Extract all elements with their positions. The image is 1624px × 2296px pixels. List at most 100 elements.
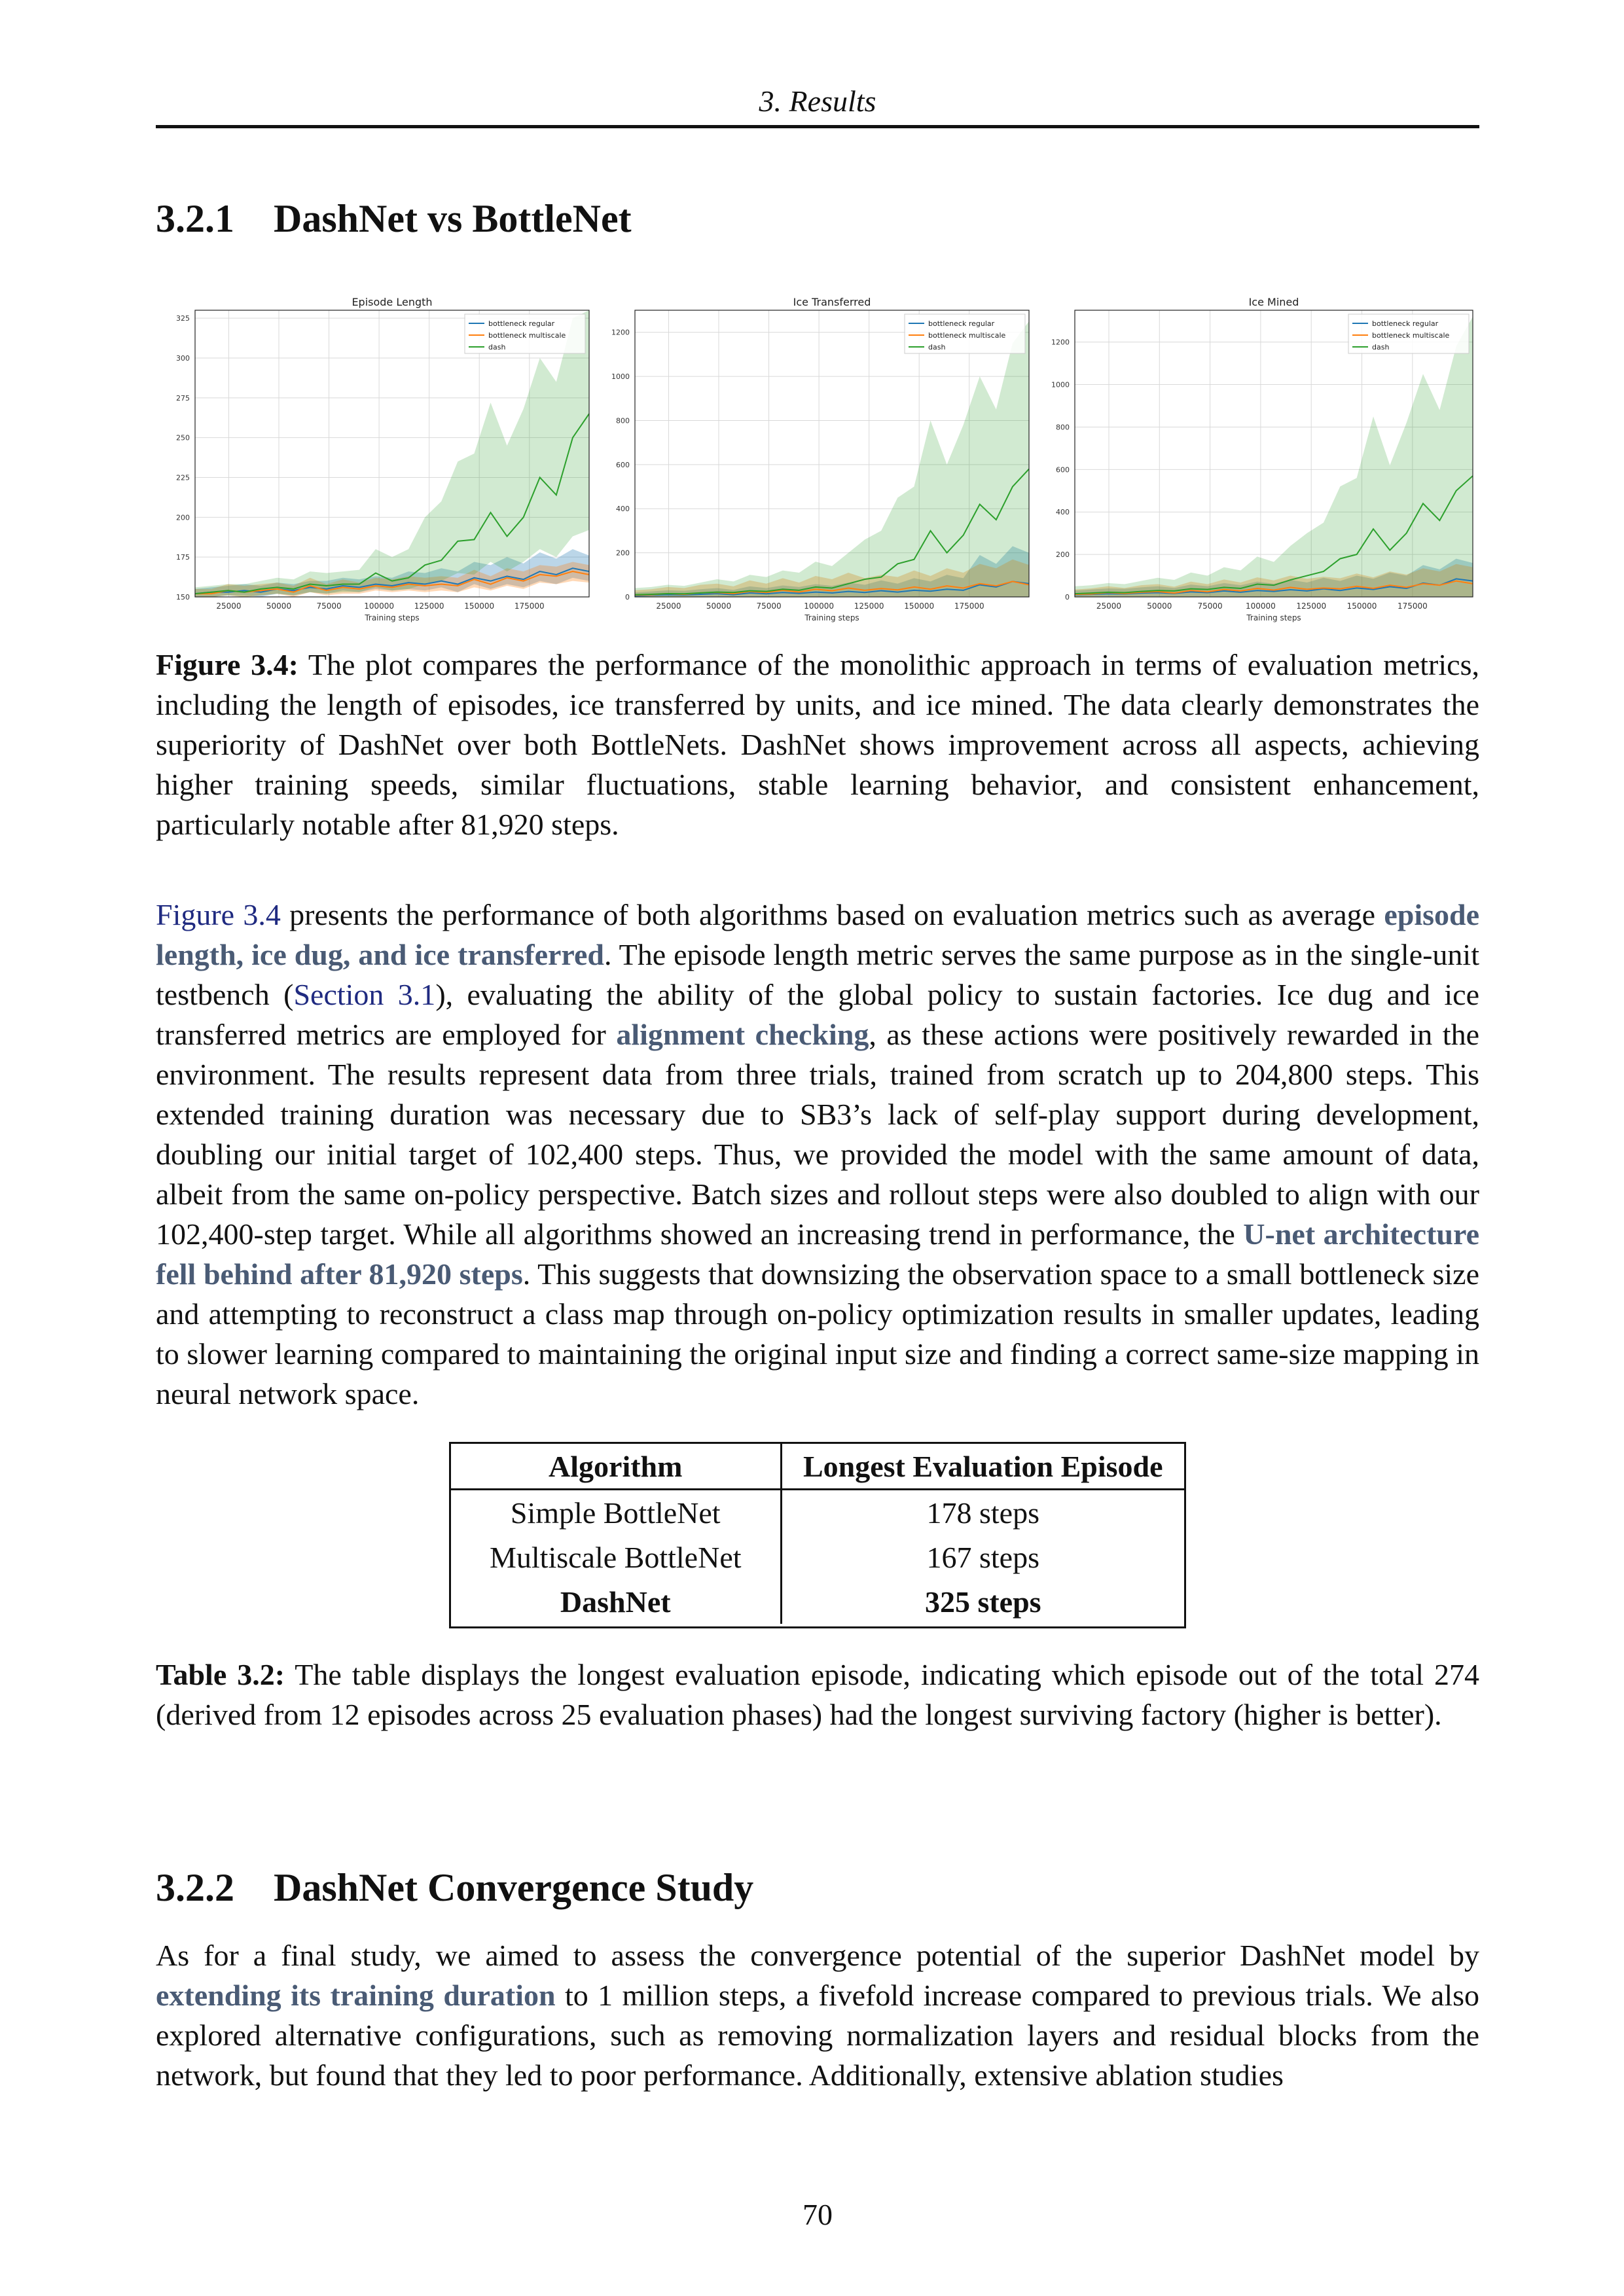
figure-caption-text: The plot compares the performance of the… (156, 648, 1479, 841)
legend-box (1348, 314, 1470, 354)
series-band (195, 549, 589, 597)
y-tick-label: 1000 (1051, 381, 1070, 389)
y-tick-label: 0 (625, 593, 630, 601)
section-title: DashNet vs BottleNet (274, 197, 632, 240)
body-text: presents the performance of both algorit… (280, 898, 1384, 931)
section-heading: 3.2.2 DashNet Convergence Study (156, 1865, 753, 1910)
y-tick-label: 600 (1056, 465, 1070, 474)
header-rule (156, 125, 1479, 128)
section-number: 3.2.1 (156, 197, 234, 240)
highlight-text: alignment checking (616, 1018, 869, 1051)
y-tick-label: 225 (176, 474, 190, 482)
table-row: Multiscale BottleNet 167 steps (451, 1535, 1184, 1579)
x-tick-label: 75000 (316, 601, 341, 611)
figure-caption: Figure 3.4: The plot compares the perfor… (156, 645, 1479, 844)
series-line (194, 567, 590, 595)
table-cell: 167 steps (926, 1540, 1040, 1574)
series-line (195, 571, 590, 595)
series-band (195, 310, 589, 597)
x-tick-label: 100000 (1246, 601, 1276, 611)
x-axis-label: Training steps (364, 613, 419, 622)
y-tick-label: 400 (616, 505, 630, 513)
body-paragraph-1: Figure 3.4 presents the performance of b… (156, 895, 1479, 1414)
x-tick-label: 25000 (1096, 601, 1121, 611)
table-header-cell: Algorithm (451, 1444, 782, 1490)
figure-caption-label: Figure 3.4: (156, 648, 298, 681)
table-row: DashNet 325 steps (451, 1579, 1184, 1624)
series-band (635, 559, 1029, 597)
section-heading: 3.2.1 DashNet vs BottleNet (156, 196, 632, 242)
x-tick-label: 75000 (756, 601, 781, 611)
y-tick-label: 150 (176, 593, 190, 601)
x-tick-label: 150000 (464, 601, 494, 611)
highlight-text: extending its training duration (156, 1979, 556, 2012)
x-tick-label: 150000 (904, 601, 934, 611)
table-cell: DashNet (451, 1579, 782, 1624)
series-band (635, 546, 1029, 597)
y-tick-label: 200 (176, 513, 190, 522)
plot-frame (1074, 310, 1473, 598)
y-tick-label: 275 (176, 394, 190, 403)
body-text: As for a final study, we aimed to assess… (156, 1939, 1479, 1972)
x-tick-label: 175000 (514, 601, 545, 611)
x-tick-label: 25000 (656, 601, 681, 611)
x-tick-label: 175000 (1398, 601, 1428, 611)
plot-frame (194, 310, 590, 598)
body-text: . This suggests that downsizing the obse… (156, 1257, 1479, 1410)
y-tick-label: 600 (616, 461, 630, 469)
running-head: 3. Results (759, 84, 876, 118)
series-line (1074, 578, 1473, 596)
x-tick-label: 125000 (414, 601, 444, 611)
y-tick-label: 400 (1056, 508, 1070, 516)
y-tick-label: 250 (176, 434, 190, 442)
body-paragraph-2: As for a final study, we aimed to assess… (156, 1935, 1479, 2095)
series-line (634, 581, 1030, 597)
legend-box (464, 314, 586, 354)
x-tick-label: 50000 (706, 601, 731, 611)
x-tick-label: 25000 (216, 601, 241, 611)
figure-reference-link[interactable]: Figure 3.4 (156, 898, 281, 931)
y-tick-label: 1000 (611, 372, 630, 381)
table-cell: 178 steps (926, 1496, 1040, 1530)
legend-box (904, 314, 1026, 354)
y-tick-label: 800 (616, 416, 630, 425)
y-tick-label: 1200 (611, 329, 630, 337)
x-tick-label: 50000 (1147, 601, 1172, 611)
table-caption-label: Table 3.2: (156, 1658, 285, 1691)
section-reference-link[interactable]: Section 3.1 (293, 978, 436, 1011)
results-table: Algorithm Longest Evaluation Episode Sim… (449, 1442, 1186, 1628)
series-band (1075, 316, 1473, 597)
legend-label: bottleneck regular (1372, 319, 1439, 328)
legend-label: bottleneck regular (928, 319, 995, 328)
section-title: DashNet Convergence Study (274, 1866, 754, 1909)
chart-title: Episode Length (352, 296, 432, 308)
x-tick-label: 150000 (1347, 601, 1377, 611)
table-caption: Table 3.2: The table displays the longes… (156, 1655, 1479, 1734)
y-tick-label: 325 (176, 314, 190, 323)
y-tick-label: 200 (616, 549, 630, 558)
body-text: ), evaluating the ability of the global … (156, 978, 1480, 1051)
x-tick-label: 50000 (266, 601, 291, 611)
y-tick-label: 800 (1056, 423, 1070, 431)
legend-label: bottleneck regular (488, 319, 555, 328)
section-number: 3.2.2 (156, 1866, 234, 1909)
table-caption-text: The table displays the longest evaluatio… (156, 1658, 1480, 1731)
table-cell: Simple BottleNet (451, 1489, 782, 1535)
series-line (194, 413, 590, 595)
x-axis-label: Training steps (804, 613, 859, 622)
x-tick-label: 125000 (854, 601, 884, 611)
body-text: . The episode length metric serves the s… (156, 938, 1479, 1011)
series-band (635, 321, 1029, 597)
table-row: Simple BottleNet 178 steps (451, 1489, 1184, 1535)
series-line (634, 468, 1030, 596)
series-band (1075, 558, 1473, 597)
x-tick-label: 175000 (954, 601, 984, 611)
chart-episode-length: Episode Length 150 175 200 225 250 275 300 325 25… (156, 296, 596, 630)
legend-label: dash (488, 343, 505, 351)
page-number: 70 (803, 2198, 833, 2231)
chart-title: Ice Transferred (793, 296, 871, 308)
chart-ice-transferred: Ice Transferred 0 200 400 600 800 1000 1200 2500… (596, 296, 1036, 630)
body-text: , as these actions were positively rewar… (156, 1018, 1479, 1251)
legend-label: dash (1372, 343, 1389, 351)
x-tick-label: 100000 (804, 601, 834, 611)
